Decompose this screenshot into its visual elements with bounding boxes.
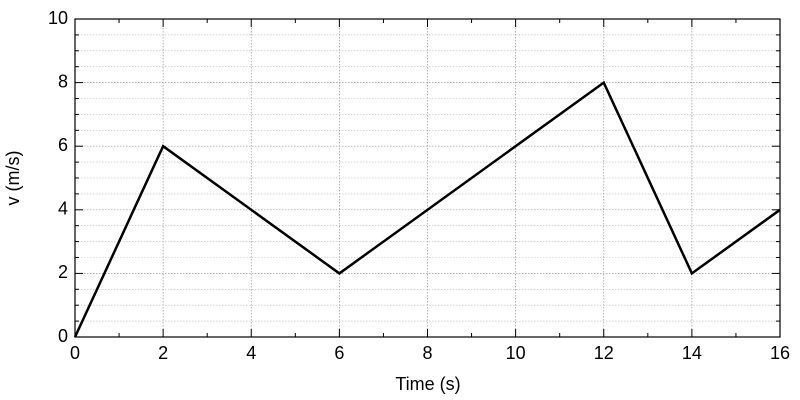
y-tick-label: 0 xyxy=(58,326,68,346)
x-tick-label: 14 xyxy=(682,343,702,363)
x-tick-label: 6 xyxy=(334,343,344,363)
y-axis-label: v (m/s) xyxy=(3,151,23,206)
x-tick-label: 10 xyxy=(506,343,526,363)
x-tick-label: 2 xyxy=(158,343,168,363)
y-tick-label: 6 xyxy=(58,135,68,155)
x-tick-label: 8 xyxy=(422,343,432,363)
y-tick-label: 2 xyxy=(58,262,68,282)
y-tick-label: 10 xyxy=(48,8,68,28)
data-line xyxy=(73,80,781,338)
y-tick-label: 4 xyxy=(58,199,68,219)
y-tick-label: 8 xyxy=(58,71,68,91)
x-axis-label: Time (s) xyxy=(395,374,460,394)
x-tick-label: 12 xyxy=(594,343,614,363)
x-tick-label: 0 xyxy=(70,343,80,363)
plot-frame xyxy=(74,18,781,338)
x-tick-label: 16 xyxy=(770,343,790,363)
x-tick-label: 4 xyxy=(246,343,256,363)
